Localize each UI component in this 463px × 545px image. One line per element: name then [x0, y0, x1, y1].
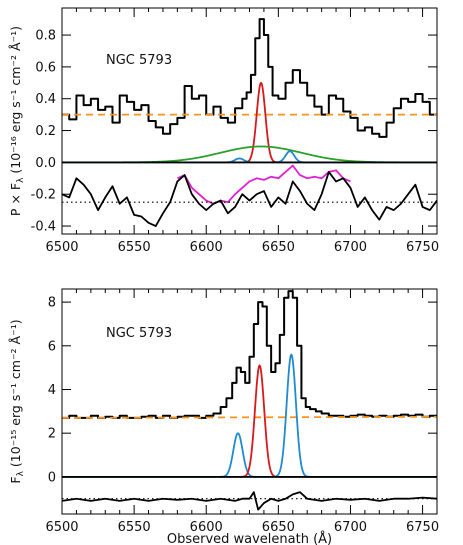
- y-tick-label: -0.4: [31, 220, 56, 235]
- y-tick-label: 0: [48, 470, 56, 485]
- y-tick-label: 8: [48, 296, 56, 311]
- bottom-object-label: NGC 5793: [106, 326, 172, 341]
- series-line-8: [62, 171, 437, 227]
- x-tick-label: 6700: [334, 240, 367, 255]
- x-tick-label: 6600: [190, 240, 223, 255]
- series-line-0: [62, 18, 437, 138]
- bottom-panel-marks: [62, 290, 437, 511]
- x-tick-label: 6550: [118, 240, 151, 255]
- x-tick-label: 6700: [334, 520, 367, 535]
- x-tick-label: 6750: [406, 240, 439, 255]
- y-tick-label: 0.0: [35, 156, 56, 171]
- bottom-x-axis-label: Observed wavelenath (Å): [167, 531, 332, 545]
- x-tick-label: 6650: [262, 240, 295, 255]
- x-tick-label: 6750: [406, 520, 439, 535]
- y-tick-label: 0.2: [35, 124, 56, 139]
- bottom-panel-ticks: 6500 6550 6600 6650 6700 6750 0 2 4 6 8: [45, 296, 439, 535]
- top-ylabel-units: (10⁻¹⁶ erg s⁻¹ cm⁻² Å⁻¹): [8, 26, 23, 178]
- top-ylabel-sub: λ: [16, 177, 26, 183]
- top-y-axis-label: P × Fλ (10⁻¹⁶ erg s⁻¹ cm⁻² Å⁻¹): [8, 26, 26, 216]
- top-ylabel-main: P × F: [8, 183, 23, 216]
- y-tick-label: 0.4: [35, 92, 56, 107]
- y-tick-label: 2: [48, 427, 56, 442]
- top-panel-marks: [62, 18, 437, 227]
- bottom-panel-axes: [61, 288, 438, 515]
- top-panel-axes: [61, 7, 438, 235]
- bottom-ylabel-sub: λ: [16, 470, 26, 476]
- y-tick-label: 0.6: [35, 60, 56, 75]
- bottom-panel: 6500 6550 6600 6650 6700 6750 0 2 4 6 8 NGC 5793 F…: [8, 288, 439, 545]
- x-tick-label: 6500: [45, 520, 78, 535]
- top-panel-ticks: 6500 6550 6600 6650 6700 6750 -0.4 -0.2 0.0 0.2 0.…: [31, 29, 439, 255]
- y-tick-label: 4: [48, 383, 56, 398]
- y-tick-label: -0.2: [31, 188, 56, 203]
- bottom-ylabel-units: (10⁻¹⁵ erg s⁻¹ cm⁻² Å⁻¹): [8, 319, 23, 471]
- x-tick-label: 6600: [190, 520, 223, 535]
- top-panel: 6500 6550 6600 6650 6700 6750 -0.4 -0.2 0.0 0.2 0.…: [8, 7, 439, 255]
- y-tick-label: 0.8: [35, 29, 56, 44]
- plot-frame: [61, 288, 438, 515]
- bottom-ylabel-main: F: [8, 476, 23, 483]
- top-object-label: NGC 5793: [106, 53, 172, 68]
- series-line-7: [177, 164, 351, 205]
- y-tick-label: 6: [48, 339, 56, 354]
- x-tick-label: 6650: [262, 520, 295, 535]
- x-tick-label: 6500: [45, 240, 78, 255]
- bottom-y-axis-label: Fλ (10⁻¹⁵ erg s⁻¹ cm⁻² Å⁻¹): [8, 319, 26, 483]
- series-line-6: [62, 491, 437, 511]
- series-line-0: [62, 290, 437, 419]
- x-tick-label: 6550: [118, 520, 151, 535]
- series-line-1: [62, 415, 437, 419]
